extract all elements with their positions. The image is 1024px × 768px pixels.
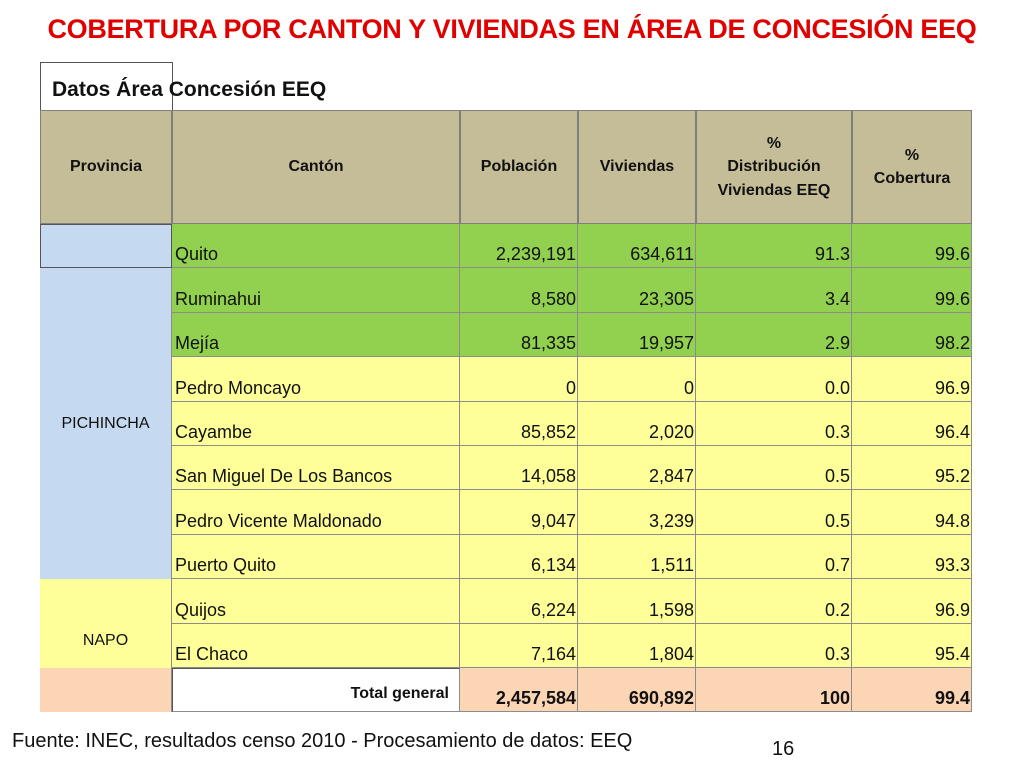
total-poblacion: 2,457,584	[460, 667, 578, 713]
header-viviendas: Viviendas	[578, 110, 696, 224]
header-distribucion-line3: Viviendas EEQ	[717, 181, 831, 199]
province-cell-blank	[40, 667, 172, 713]
table-cell-cobertura: 93.3	[852, 534, 972, 580]
header-cobertura-line1: %	[904, 146, 920, 164]
page-number: 16	[772, 738, 795, 760]
table-cell-canton: Cayambe	[172, 401, 460, 446]
table-cell-distribucion: 0.2	[696, 579, 852, 624]
table-cell-poblacion: 7,164	[460, 623, 578, 668]
slide-title: COBERTURA POR CANTON Y VIVIENDAS EN ÁREA…	[47, 14, 977, 44]
table-cell-cobertura: 95.4	[852, 623, 972, 668]
table-cell-viviendas: 634,611	[578, 224, 696, 269]
total-viviendas: 690,892	[578, 667, 696, 713]
table-cell-canton: Pedro Vicente Maldonado	[172, 490, 460, 535]
table-cell-viviendas: 1,804	[578, 623, 696, 668]
table-cell-poblacion: 9,047	[460, 490, 578, 535]
header-canton: Cantón	[172, 110, 460, 224]
table-cell-viviendas: 3,239	[578, 490, 696, 535]
table-cell-distribucion: 3.4	[696, 268, 852, 313]
table-cell-poblacion: 8,580	[460, 268, 578, 313]
table-cell-cobertura: 96.4	[852, 401, 972, 446]
table-cell-distribucion: 91.3	[696, 224, 852, 269]
header-poblacion: Población	[460, 110, 578, 224]
table-cell-distribucion: 0.7	[696, 534, 852, 580]
table-cell-canton: Quito	[172, 224, 460, 269]
table-cell-distribucion: 0.3	[696, 623, 852, 668]
province-pichincha: PICHINCHA	[40, 268, 172, 580]
table-cell-viviendas: 1,598	[578, 579, 696, 624]
province-cell-blank	[40, 579, 172, 624]
table-cell-canton: El Chaco	[172, 623, 460, 668]
table-cell-poblacion: 14,058	[460, 445, 578, 491]
table-cell-distribucion: 0.3	[696, 401, 852, 446]
total-label: Total general	[172, 667, 460, 713]
table-cell-canton: Puerto Quito	[172, 534, 460, 580]
header-cobertura: % Cobertura	[852, 110, 972, 224]
table-cell-canton: San Miguel De Los Bancos	[172, 445, 460, 491]
table-cell-poblacion: 0	[460, 357, 578, 402]
table-cell-canton: Ruminahui	[172, 268, 460, 313]
table-cell-viviendas: 1,511	[578, 534, 696, 580]
table-cell-canton: Quijos	[172, 579, 460, 624]
table-cell-cobertura: 99.6	[852, 224, 972, 269]
table-cell-distribucion: 2.9	[696, 312, 852, 358]
table-cell-cobertura: 95.2	[852, 445, 972, 491]
table-cell-poblacion: 2,239,191	[460, 224, 578, 269]
province-napo: NAPO	[40, 623, 172, 668]
table-cell-cobertura: 99.6	[852, 268, 972, 313]
header-distribucion-line2: Distribución	[727, 158, 821, 176]
table-cell-poblacion: 6,224	[460, 579, 578, 624]
header-distribucion: % Distribución Viviendas EEQ	[696, 110, 852, 224]
table-cell-poblacion: 85,852	[460, 401, 578, 446]
coverage-table: Provincia Cantón Población Viviendas % D…	[40, 110, 972, 713]
table-cell-viviendas: 19,957	[578, 312, 696, 358]
table-cell-cobertura: 94.8	[852, 490, 972, 535]
table-cell-viviendas: 23,305	[578, 268, 696, 313]
table-cell-viviendas: 2,847	[578, 445, 696, 491]
table-cell-distribucion: 0.0	[696, 357, 852, 402]
header-cobertura-line2: Cobertura	[873, 170, 951, 187]
header-provincia: Provincia	[40, 110, 172, 224]
table-cell-poblacion: 6,134	[460, 534, 578, 580]
table-cell-poblacion: 81,335	[460, 312, 578, 358]
source-footnote: Fuente: INEC, resultados censo 2010 - Pr…	[12, 730, 633, 752]
table-cell-cobertura: 96.9	[852, 357, 972, 402]
table-cell-viviendas: 2,020	[578, 401, 696, 446]
table-cell-cobertura: 98.2	[852, 312, 972, 358]
header-distribucion-line1: %	[766, 135, 782, 153]
province-cell-blank	[40, 224, 172, 269]
total-cobertura: 99.4	[852, 667, 972, 713]
table-cell-canton: Pedro Moncayo	[172, 357, 460, 402]
table-cell-distribucion: 0.5	[696, 490, 852, 535]
table-subtitle: Datos Área Concesión EEQ	[52, 78, 327, 101]
table-cell-cobertura: 96.9	[852, 579, 972, 624]
table-cell-canton: Mejía	[172, 312, 460, 358]
table-cell-distribucion: 0.5	[696, 445, 852, 491]
total-distribucion: 100	[696, 667, 852, 713]
table-cell-viviendas: 0	[578, 357, 696, 402]
